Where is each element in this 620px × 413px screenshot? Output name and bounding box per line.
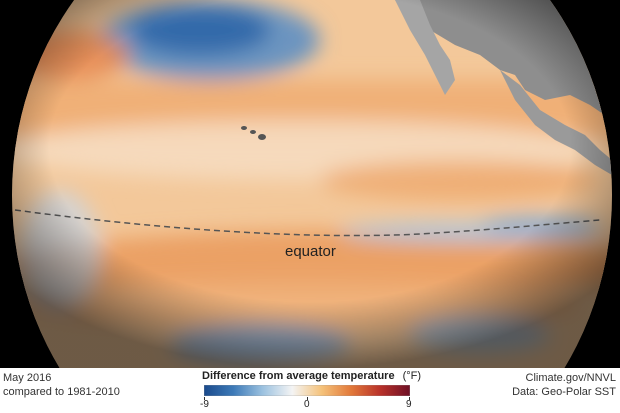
legend-min-label: -9 — [200, 399, 209, 410]
legend-mid-label: 0 — [304, 399, 310, 410]
date-info: May 2016 compared to 1981-2010 — [3, 371, 120, 399]
legend-tick-mid — [307, 397, 308, 400]
credit-data: Data: Geo-Polar SST — [512, 386, 616, 398]
legend-title: Difference from average temperature (°F) — [202, 370, 442, 382]
credits: Climate.gov/NNVL Data: Geo-Polar SST — [512, 371, 616, 399]
legend-max-label: 9 — [406, 399, 412, 410]
date-line: May 2016 — [3, 372, 52, 384]
legend-tick-max — [409, 397, 410, 400]
sst-anomaly-globe: equator — [12, 0, 612, 368]
equator-label: equator — [285, 243, 336, 260]
footer: May 2016 compared to 1981-2010 Differenc… — [0, 368, 620, 413]
credit-source: Climate.gov/NNVL — [525, 372, 616, 384]
legend-color-bar — [204, 385, 410, 396]
legend-tick-min — [204, 397, 205, 400]
globe-svg: equator — [12, 0, 612, 368]
baseline-line: compared to 1981-2010 — [3, 386, 120, 398]
legend-title-text: Difference from average temperature — [202, 370, 395, 382]
legend-unit: (°F) — [402, 370, 422, 382]
